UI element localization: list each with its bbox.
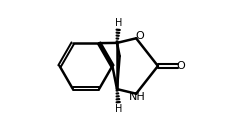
Text: H: H: [115, 18, 122, 28]
Text: H: H: [115, 104, 122, 114]
Text: O: O: [176, 61, 185, 71]
Text: NH: NH: [129, 92, 146, 102]
Text: O: O: [135, 31, 144, 41]
